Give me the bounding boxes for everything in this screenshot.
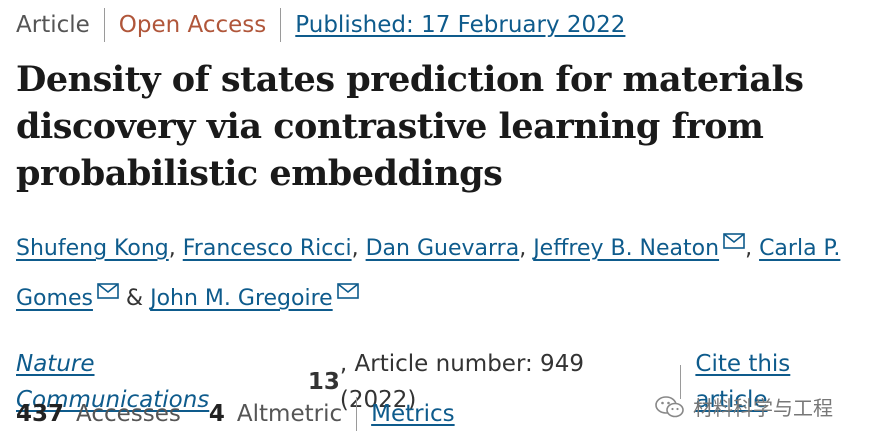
- watermark: 材料科学与工程: [655, 392, 833, 421]
- author-separator: ,: [168, 236, 183, 261]
- accesses-count: 437: [16, 401, 65, 427]
- published-date-link[interactable]: Published: 17 February 2022: [295, 12, 626, 38]
- author-separator: ,: [519, 236, 534, 261]
- altmetric-label: Altmetric: [236, 401, 343, 427]
- email-icon[interactable]: [723, 233, 745, 249]
- email-icon[interactable]: [336, 283, 359, 299]
- accesses-label: Accesses: [76, 401, 181, 427]
- open-access-label: Open Access: [118, 12, 267, 38]
- watermark-text: 材料科学与工程: [693, 396, 833, 420]
- divider: [280, 8, 282, 42]
- metrics-link[interactable]: Metrics: [371, 401, 455, 427]
- article-meta-row: Article Open Access Published: 17 Februa…: [16, 8, 625, 42]
- volume-number: 13: [307, 369, 340, 395]
- author-list: Shufeng Kong, Francesco Ricci, Dan Gueva…: [16, 224, 861, 324]
- divider: [103, 8, 105, 42]
- wechat-icon: [655, 395, 685, 419]
- author-separator: ,: [351, 236, 366, 261]
- journal-link[interactable]: Nature Communications: [16, 351, 210, 413]
- author-separator: ,: [745, 236, 760, 261]
- cite-article-link[interactable]: Cite this article: [695, 351, 791, 413]
- author-link[interactable]: Dan Guevarra: [365, 236, 520, 261]
- author-separator: &: [118, 286, 151, 311]
- divider: [680, 365, 682, 399]
- altmetric-count: 4: [208, 401, 225, 427]
- author-link[interactable]: Jeffrey B. Neaton: [533, 236, 720, 261]
- metrics-row: 437 Accesses 4 Altmetric Metrics: [16, 396, 455, 432]
- author-link[interactable]: Francesco Ricci: [182, 236, 352, 261]
- article-type: Article: [16, 12, 90, 38]
- email-icon[interactable]: [97, 283, 119, 299]
- article-number: , Article number: 949 (2022): [339, 351, 584, 413]
- author-link[interactable]: Carla P. Gomes: [16, 236, 841, 311]
- article-title: Density of states prediction for materia…: [16, 59, 804, 194]
- author-link[interactable]: Shufeng Kong: [16, 236, 169, 261]
- citation-row: Nature Communications 13, Article number…: [16, 346, 869, 418]
- divider: [356, 397, 358, 431]
- author-link[interactable]: John M. Gregoire: [150, 286, 333, 311]
